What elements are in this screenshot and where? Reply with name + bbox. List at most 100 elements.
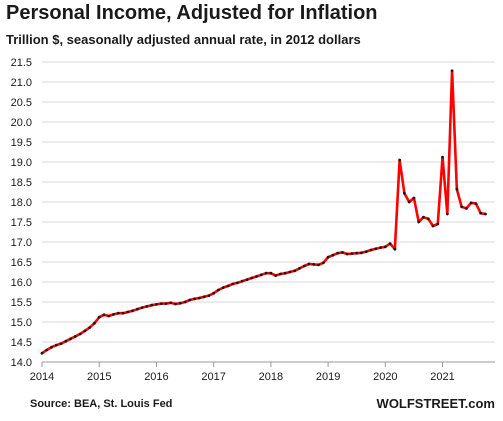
x-tick-label: 2020 [373,371,397,383]
gridlines [42,61,495,363]
data-point [131,309,135,313]
data-point [345,252,349,256]
y-tick-label: 14.5 [11,337,32,349]
data-point [250,276,254,280]
data-point [259,273,263,277]
y-tick-label: 17.5 [11,217,32,229]
data-point [240,279,244,283]
x-axis-ticks [41,362,444,367]
data-point [112,313,115,316]
source-note: Source: BEA, St. Louis Fed [30,398,173,410]
data-point [107,314,111,318]
y-tick-label: 16.5 [11,257,32,269]
data-point [455,187,459,191]
y-tick-label: 18.5 [11,177,32,189]
data-point [73,335,77,338]
data-point [422,215,425,219]
data-point [403,191,406,195]
data-point [50,345,53,349]
data-point [460,205,464,209]
data-point [126,310,130,314]
x-tick-label: 2014 [30,371,54,383]
data-point [398,158,402,162]
y-tick-label: 15.5 [11,297,32,309]
data-point [469,201,473,205]
data-point [436,222,440,226]
data-point [197,296,201,300]
data-point [221,286,225,289]
data-point [155,303,158,306]
data-point [274,274,278,277]
data-point [150,303,154,307]
data-point [269,271,273,275]
data-point [40,351,44,355]
data-point [283,271,287,275]
y-tick-label: 17.0 [11,237,32,249]
data-point [169,301,173,305]
data-point [412,196,416,200]
data-point [83,329,87,333]
data-point [484,212,487,216]
x-axis-labels: 2014 2015 2016 2017 2018 2019 2020 2021 [30,371,455,383]
x-tick-label: 2016 [144,371,168,383]
data-point [479,211,483,215]
data-point [307,262,311,266]
data-point [178,301,182,305]
data-point [54,343,58,347]
data-point [331,253,335,257]
y-tick-label: 15.0 [11,317,32,329]
data-point [207,294,211,297]
y-tick-label: 20.0 [11,117,32,129]
data-point [202,295,206,299]
data-point [140,306,144,309]
data-point [78,332,82,336]
data-point [474,202,478,206]
data-point [450,69,454,73]
data-point [364,250,368,254]
data-point [426,217,430,221]
data-point [393,247,397,251]
data-point [245,278,249,281]
data-point [59,342,63,345]
data-point [312,263,316,266]
x-tick-label: 2019 [316,371,340,383]
data-point [183,300,187,304]
data-point [116,311,120,315]
data-point [255,275,258,278]
data-point [193,297,196,301]
data-point [69,337,73,341]
y-tick-label: 21.0 [11,77,32,89]
y-axis-labels: 14.0 14.5 15.0 15.5 16.0 16.5 17.0 17.5 18.0 18.5… [11,57,32,369]
data-point [379,246,382,250]
data-point [321,261,325,265]
brand-logo: WOLFSTREET.com [376,396,495,411]
series-group [40,69,487,355]
y-tick-label: 18.0 [11,197,32,209]
data-point [369,248,373,252]
data-point [88,326,92,329]
series-line [40,69,487,355]
data-point [360,251,363,255]
data-point [374,247,378,251]
data-point [212,291,216,295]
y-tick-label: 19.0 [11,157,32,169]
data-point [298,267,301,270]
data-point [441,155,444,159]
data-point [217,288,220,292]
x-tick-label: 2015 [87,371,111,383]
y-tick-label: 20.5 [11,97,32,109]
y-tick-label: 16.0 [11,277,32,289]
data-point [417,220,421,224]
data-point [431,224,435,228]
data-point [350,252,354,256]
data-point [231,282,235,286]
data-point [226,284,230,288]
data-point [302,264,306,268]
data-point [264,271,268,275]
data-point [64,339,68,343]
data-point [159,302,163,305]
data-point [326,255,330,259]
data-point [135,307,139,311]
data-point [355,251,359,255]
